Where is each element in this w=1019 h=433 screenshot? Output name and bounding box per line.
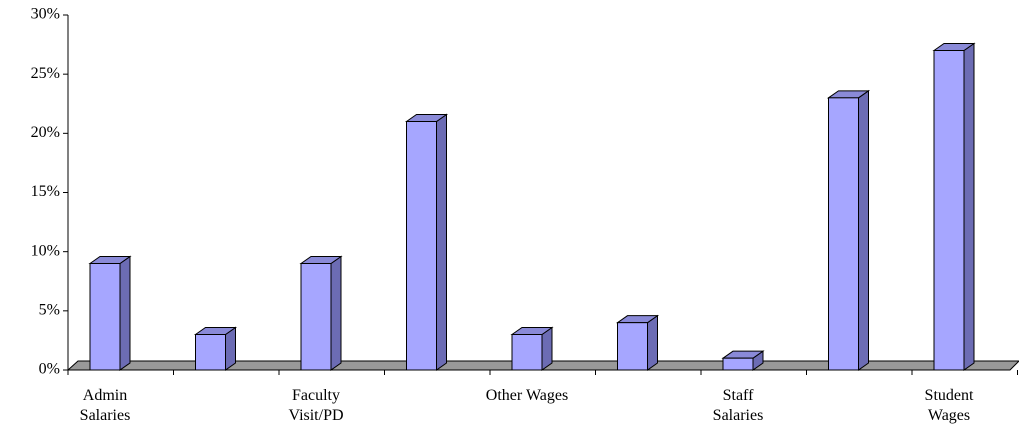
bar [615,314,660,371]
bar-front [933,50,965,371]
bar [721,350,765,371]
bar-front [300,263,332,371]
y-tick-label: 20% [31,124,60,141]
y-tick-label: 30% [31,6,60,23]
y-tick-label: 10% [31,242,60,259]
y-tick-label: 5% [39,302,60,319]
bar [510,326,554,371]
bar-front [406,121,437,371]
bar-side [436,113,447,371]
y-tick-label: 0% [39,361,60,378]
x-tick-label: Faculty Visit/PD [288,387,344,424]
bar-side [963,42,975,371]
x-tick-label: Admin Salaries [79,387,131,424]
bar-front [828,97,859,371]
x-tick-label: Staff Salaries [712,387,764,424]
x-tick-label: Student Wages [924,387,974,424]
y-tick-label: 25% [31,65,60,82]
bar-side [647,314,658,371]
bar-side [330,255,342,371]
bar [299,255,343,371]
bar-front [195,334,226,371]
bar [404,113,449,371]
bar [932,42,976,371]
bar-side [119,255,131,371]
bar [826,89,871,371]
x-tick-label: Other Wages [485,387,569,404]
bar [193,326,238,371]
bar-front [511,334,543,371]
bar-front [617,322,648,371]
y-tick-label: 15% [31,183,60,200]
bar-front [89,263,121,371]
bar [88,255,132,371]
bar-front [722,357,754,371]
bar-side [858,89,869,371]
